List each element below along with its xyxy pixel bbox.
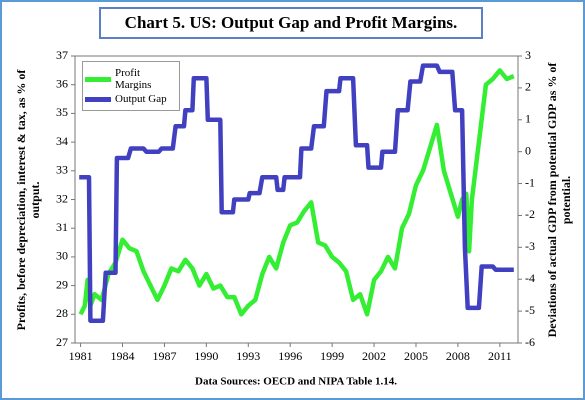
- x-tick-label: 2008: [446, 349, 470, 363]
- y2-tick-label: 1: [525, 112, 531, 126]
- y-tick-label: 35: [56, 105, 68, 119]
- y-axis-title: output.: [28, 181, 42, 218]
- source-note: Data Sources: OECD and NIPA Table 1.14.: [195, 376, 397, 388]
- series-line: [78, 68, 515, 317]
- y2-tick-label: 2: [525, 80, 531, 94]
- legend-swatch: [85, 96, 111, 102]
- legend-label: Output Gap: [115, 93, 167, 105]
- x-tick-label: 1996: [278, 349, 302, 363]
- y-tick-label: 34: [56, 134, 68, 148]
- y2-tick-label: 0: [525, 143, 531, 157]
- y2-axis-title: Deviations of actual GDP from potential …: [545, 62, 559, 338]
- y2-tick-label: -1: [525, 175, 535, 189]
- y-tick-label: 32: [56, 191, 68, 205]
- x-tick-label: 2002: [362, 349, 386, 363]
- title-box: [99, 7, 483, 39]
- y-tick-label: 27: [56, 335, 68, 349]
- legend-item: Output Gap: [85, 93, 177, 105]
- legend-label: Profit Margins: [115, 67, 152, 91]
- y2-tick-label: 3: [525, 48, 531, 62]
- y2-tick-label: -6: [525, 335, 535, 349]
- x-tick-label: 1999: [320, 349, 344, 363]
- y-tick-label: 36: [56, 76, 68, 90]
- y-tick-label: 31: [56, 220, 68, 234]
- x-tick-label: 1981: [69, 349, 93, 363]
- x-tick-label: 1990: [194, 349, 218, 363]
- y-tick-label: 28: [56, 306, 68, 320]
- y-tick-label: 33: [56, 163, 68, 177]
- y-tick-label: 30: [56, 249, 68, 263]
- y2-tick-label: -2: [525, 207, 535, 221]
- y2-axis-title: potential.: [559, 176, 573, 224]
- x-tick-label: 1984: [111, 349, 135, 363]
- legend: Profit Margins Output Gap: [82, 61, 180, 111]
- y-axis-title: Profits, before depreciation, interest &…: [14, 69, 28, 331]
- x-tick-label: 1993: [236, 349, 260, 363]
- legend-item: Profit Margins: [85, 67, 177, 91]
- legend-swatch: [85, 76, 111, 82]
- x-tick-label: 2011: [488, 349, 512, 363]
- y2-tick-label: -3: [525, 239, 535, 253]
- chart-title: Chart 5. US: Output Gap and Profit Margi…: [125, 13, 458, 32]
- y-tick-label: 29: [56, 277, 68, 291]
- y-tick-label: 37: [56, 48, 68, 62]
- x-tick-label: 2005: [404, 349, 428, 363]
- y2-tick-label: -5: [525, 303, 535, 317]
- x-tick-label: 1987: [152, 349, 176, 363]
- series-line: [79, 63, 514, 323]
- y2-tick-label: -4: [525, 271, 535, 285]
